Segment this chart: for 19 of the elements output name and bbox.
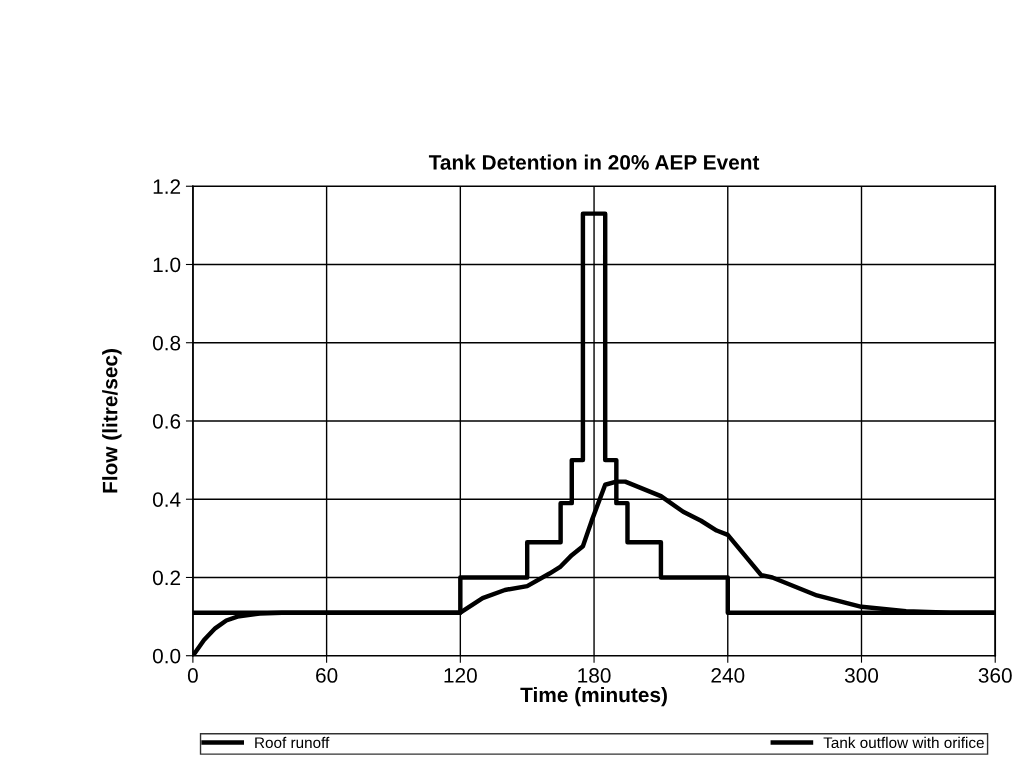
- legend-label: Tank outflow with orifice: [823, 736, 984, 749]
- legend-label: Roof runoff: [255, 736, 330, 749]
- y-tick-label: 0.2: [152, 570, 181, 586]
- x-tick-label: 240: [711, 668, 745, 683]
- y-tick-label: 0.4: [152, 492, 181, 507]
- x-tick-label: 180: [578, 668, 611, 683]
- y-tick-label: 1.2: [153, 179, 181, 194]
- x-tick-label: 300: [844, 668, 879, 683]
- x-tick-label: 120: [444, 668, 477, 683]
- chart-title: Tank Detention in 20% AEP Event: [428, 154, 760, 170]
- x-tick-label: 360: [978, 668, 1012, 683]
- y-tick-label: 1.0: [153, 257, 181, 273]
- x-tick-label: 60: [316, 668, 338, 683]
- y-tick-label: 0.0: [152, 648, 181, 664]
- x-axis-title: Time (minutes): [520, 686, 667, 707]
- y-tick-label: 0.6: [152, 413, 181, 429]
- y-tick-label: 0.8: [152, 335, 181, 351]
- y-axis-title: Flow (litre/sec): [102, 349, 122, 493]
- x-tick-label: 0: [187, 668, 198, 683]
